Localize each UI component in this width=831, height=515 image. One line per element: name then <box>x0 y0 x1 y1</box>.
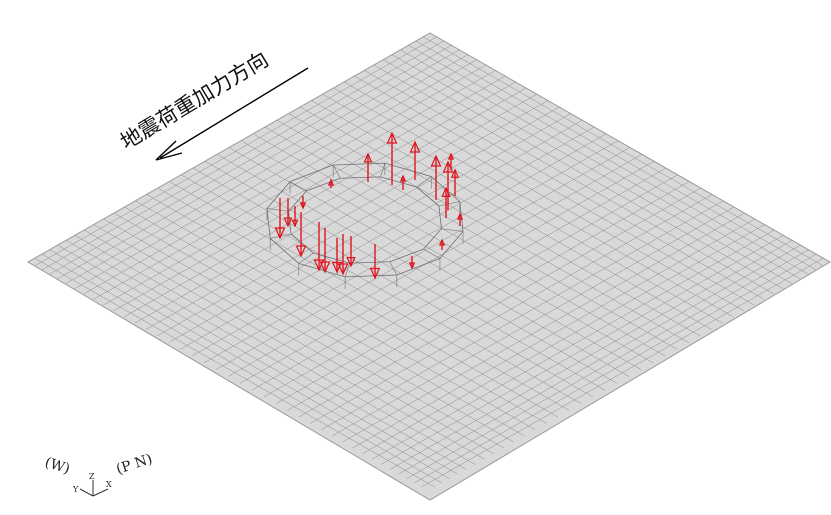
mesh-line <box>263 167 666 398</box>
mesh-line <box>352 218 755 449</box>
mesh-line <box>192 167 594 398</box>
mesh-line <box>275 174 678 404</box>
triad-left-label: (W) <box>43 455 72 478</box>
mesh-line <box>124 206 525 437</box>
mesh-line <box>49 249 450 479</box>
load-arrow-up-icon <box>386 131 398 185</box>
load-arrow-up-icon <box>450 168 460 196</box>
mesh-line <box>103 218 504 449</box>
triad-z-label: Z <box>89 472 95 481</box>
load-arrow-down-icon <box>331 238 343 274</box>
direction-arrow-shaft <box>159 67 309 159</box>
mesh-line <box>146 194 547 424</box>
load-arrow-up-icon <box>399 174 407 190</box>
load-arrow-up-icon <box>409 140 421 180</box>
load-arrow-up-icon <box>438 238 446 250</box>
ring-segment-line <box>298 252 314 264</box>
load-arrow-down-icon <box>369 244 381 280</box>
x-axis-line <box>92 488 109 497</box>
mesh-line <box>181 174 582 404</box>
mesh-line <box>321 200 724 431</box>
ring-segment-line <box>416 176 432 188</box>
plate-mesh <box>27 32 831 501</box>
ring-segment-line <box>266 208 289 212</box>
mesh-line <box>83 229 485 460</box>
mesh-line <box>216 154 618 384</box>
mesh-line <box>157 187 558 418</box>
load-arrow-up-icon <box>430 154 442 200</box>
mesh-line <box>74 235 475 465</box>
mesh-line <box>41 253 443 484</box>
mesh-line <box>342 212 745 443</box>
triad-x-label: X <box>106 480 112 489</box>
load-arrow-down-icon <box>291 206 299 228</box>
mesh-line <box>309 194 713 424</box>
load-arrow-down-icon <box>337 234 349 276</box>
mesh-line <box>113 212 515 443</box>
load-arrow-up-icon <box>363 152 373 182</box>
axis-triad-icon: Z Y X <box>72 472 112 497</box>
mesh-line <box>390 240 793 470</box>
load-arrow-down-icon <box>319 228 331 274</box>
load-arrow-up-icon <box>456 212 464 226</box>
load-arrow-down-icon <box>408 256 416 270</box>
mesh-line <box>298 187 701 418</box>
mesh-line <box>331 206 735 437</box>
ring-segment-line <box>438 201 460 207</box>
mesh-line <box>406 249 809 479</box>
mesh-line <box>239 154 643 384</box>
ring-segment-line <box>380 163 386 177</box>
direction-arrowhead-icon <box>155 140 183 161</box>
mesh-line <box>414 253 817 484</box>
mesh-line <box>251 160 655 391</box>
ring-segment-line <box>344 263 350 277</box>
load-arrow-down-icon <box>274 198 286 240</box>
load-arrow-up-icon <box>442 160 454 210</box>
ring-segment-line <box>332 164 341 179</box>
ring-segment-line <box>389 261 398 276</box>
triad-y-label: Y <box>72 485 79 494</box>
load-arrow-down-icon <box>299 196 307 210</box>
mesh-line <box>287 181 690 411</box>
mesh-line <box>362 224 765 454</box>
y-axis-line <box>79 488 94 497</box>
ring-segment-line <box>423 248 441 259</box>
ring-segment-line <box>441 228 464 232</box>
load-arrow-down-icon <box>346 236 356 268</box>
ring-segment-line <box>289 181 307 192</box>
coordinate-triad: (W) Z Y X (P N) <box>43 451 154 497</box>
load-arrow-up-icon <box>441 186 451 218</box>
triad-right-label: (P N) <box>114 451 154 478</box>
mesh-line <box>381 235 784 465</box>
load-arrow-up-icon <box>447 152 455 170</box>
mesh-line <box>169 181 570 411</box>
mesh-line <box>227 147 631 377</box>
mesh-line <box>204 160 606 391</box>
mesh-line <box>421 257 824 488</box>
load-arrow-down-icon <box>295 212 307 258</box>
mesh-line <box>57 244 458 475</box>
mesh-line <box>65 240 467 470</box>
plate-surface <box>27 32 831 501</box>
mesh-line <box>135 200 536 431</box>
load-arrow-up-icon <box>327 178 335 188</box>
load-arrow-down-icon <box>283 198 293 228</box>
mesh-line <box>398 244 801 475</box>
mesh-line <box>34 257 435 488</box>
load-arrows <box>274 131 464 280</box>
mesh-line <box>372 229 775 460</box>
mesh-line <box>93 224 494 454</box>
